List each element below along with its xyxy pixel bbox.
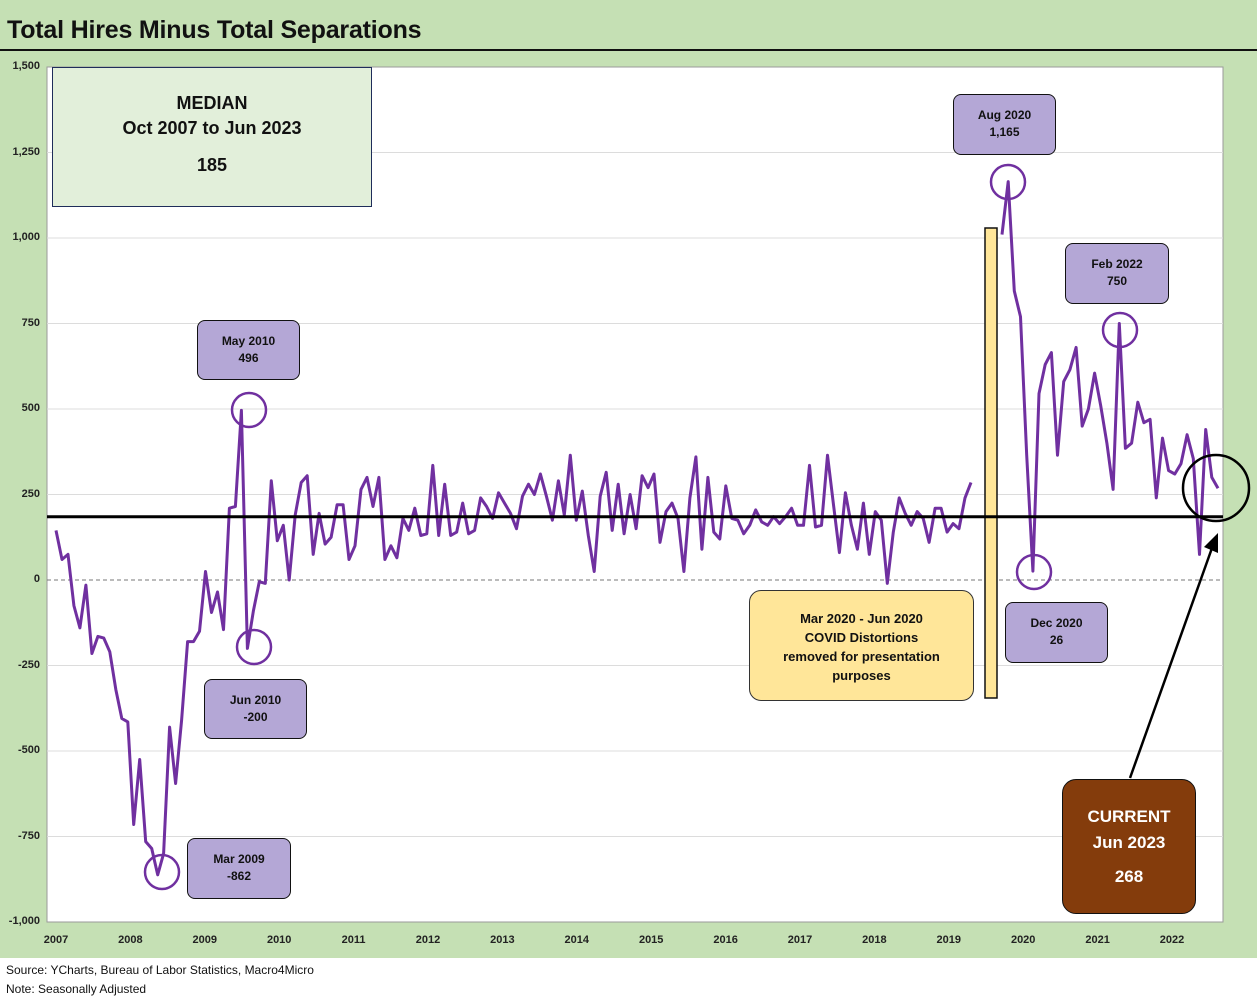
callout-date: Aug 2020	[977, 108, 1032, 122]
source-note: Source: YCharts, Bureau of Labor Statist…	[6, 963, 314, 977]
callout-may-2010: May 2010 496	[197, 320, 300, 380]
callout-value: 26	[1049, 633, 1064, 647]
callout-dec-2020: Dec 2020 26	[1005, 602, 1108, 663]
callout-jun-2010: Jun 2010 -200	[204, 679, 307, 739]
x-tick-label: 2013	[490, 934, 515, 946]
x-tick-label: 2011	[341, 934, 366, 946]
callout-value: -200	[243, 710, 268, 724]
x-tick-label: 2021	[1085, 934, 1110, 946]
y-tick-label: 0	[33, 573, 40, 585]
highlight-circle-current	[1181, 453, 1251, 523]
callout-date: May 2010	[221, 334, 276, 348]
current-value: 268	[1114, 867, 1144, 886]
x-tick-label: 2016	[713, 934, 738, 946]
series-line-pre-covid	[54, 408, 973, 877]
callout-date: Dec 2020	[1030, 616, 1083, 630]
x-tick-label: 2008	[118, 934, 143, 946]
title-divider	[0, 49, 1257, 51]
highlight-circle-jun-2010	[235, 628, 273, 666]
x-tick-label: 2014	[564, 934, 590, 946]
x-tick-label: 2018	[862, 934, 887, 946]
callout-value: -862	[226, 869, 252, 883]
covid-note-box: Mar 2020 - Jun 2020 COVID Distortions re…	[749, 590, 974, 701]
highlight-circle-mar-2009	[143, 853, 181, 891]
chart-footer: Source: YCharts, Bureau of Labor Statist…	[6, 961, 314, 999]
current-period: Jun 2023	[1092, 833, 1166, 852]
current-label: CURRENT	[1087, 807, 1171, 826]
covid-note-line3: removed for presentation	[783, 649, 940, 664]
current-arrow	[1128, 533, 1218, 779]
highlight-circle-feb-2022	[1101, 311, 1139, 349]
median-value: 185	[196, 155, 228, 175]
highlight-circle-dec-2020	[1015, 553, 1053, 591]
covid-note-line1: Mar 2020 - Jun 2020	[800, 611, 923, 626]
x-tick-label: 2019	[936, 934, 962, 946]
x-tick-label: 2007	[43, 934, 69, 946]
y-tick-label: 250	[21, 487, 40, 500]
x-tick-label: 2010	[266, 934, 292, 946]
callout-value: 750	[1106, 274, 1128, 288]
y-tick-label: 1,250	[12, 145, 40, 158]
highlight-circle-may-2010	[230, 391, 268, 429]
y-tick-label: 750	[21, 316, 40, 329]
adjustment-note: Note: Seasonally Adjusted	[6, 982, 147, 996]
y-tick-label: 500	[21, 402, 40, 414]
y-tick-label: -250	[17, 658, 40, 671]
callout-value: 1,165	[989, 125, 1020, 139]
y-tick-label: -1,000	[8, 915, 40, 927]
covid-note-line2: COVID Distortions	[804, 630, 919, 645]
y-tick-label: 1,000	[12, 231, 40, 243]
callout-date: Jun 2010	[229, 693, 282, 707]
line-chart	[46, 66, 1251, 923]
highlight-circle-aug-2020	[989, 163, 1027, 201]
series-line-post-covid	[1000, 180, 1220, 573]
x-tick-label: 2009	[192, 934, 218, 946]
y-tick-label: -750	[17, 829, 40, 842]
y-tick-label: -500	[17, 744, 40, 756]
median-summary-box: MEDIAN Oct 2007 to Jun 2023 185	[52, 67, 372, 207]
covid-divider-bar	[984, 227, 998, 699]
chart-title: Total Hires Minus Total Separations	[7, 16, 422, 44]
callout-mar-2009: Mar 2009 -862	[187, 838, 291, 899]
x-tick-label: 2020	[1010, 934, 1036, 946]
callout-value: 496	[238, 351, 259, 365]
median-period: Oct 2007 to Jun 2023	[122, 118, 302, 138]
x-tick-label: 2022	[1159, 934, 1185, 946]
callout-date: Feb 2022	[1091, 257, 1143, 271]
x-tick-label: 2017	[787, 934, 813, 946]
current-value-box: CURRENT Jun 2023 268	[1062, 779, 1196, 914]
x-tick-label: 2015	[638, 934, 664, 946]
callout-date: Mar 2009	[213, 852, 265, 866]
callout-feb-2022: Feb 2022 750	[1065, 243, 1169, 304]
x-tick-label: 2012	[415, 934, 441, 946]
covid-note-line4: purposes	[832, 668, 891, 683]
callout-aug-2020: Aug 2020 1,165	[953, 94, 1056, 155]
median-label: MEDIAN	[176, 93, 248, 113]
y-tick-label: 1,500	[12, 60, 40, 72]
